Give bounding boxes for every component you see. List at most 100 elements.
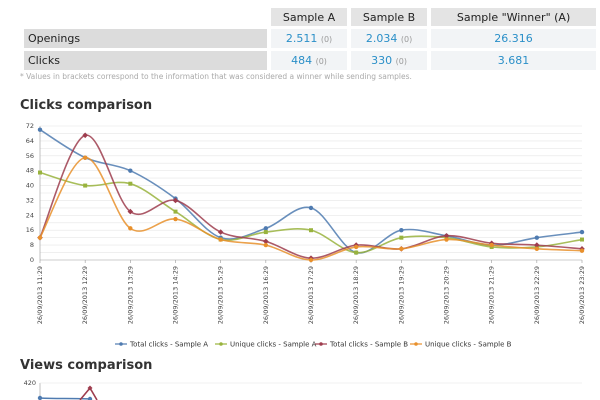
x-tick-label: 26/09/2013 22:29 [533,266,541,324]
data-point [37,235,43,240]
data-point [534,235,540,240]
x-tick-label: 26/09/2013 18:29 [352,266,360,324]
openings-sample-a-sub: (0) [320,35,333,44]
table-header-sample-a: Sample A [271,8,348,26]
x-tick-label: 26/09/2013 14:29 [172,266,180,324]
data-point [580,237,584,242]
data-point [444,237,449,242]
data-point [263,230,268,235]
x-tick-label: 26/09/2013 15:29 [217,266,225,324]
data-point [399,235,404,240]
series-line [39,171,583,254]
data-point [308,257,314,263]
data-point [263,238,269,245]
data-point [534,246,540,252]
clicks-comparison-title: Clicks comparison [20,98,153,113]
openings-sample-b-sub: (0) [400,35,413,44]
data-point [354,250,359,255]
data-point [38,170,42,175]
data-point [309,228,313,233]
data-point [489,242,494,248]
data-point [128,181,133,186]
data-point [218,237,223,242]
table-header-winner: Sample "Winner" (A) [431,8,596,26]
data-point [399,228,404,233]
openings-sample-a-value: 2.511 [285,32,318,45]
legend-swatch-marker [319,342,323,346]
y-tick-label: 40 [26,182,34,190]
table-header-row: Sample A Sample B Sample "Winner" (A) [24,8,596,26]
data-point [128,168,133,173]
data-point [173,216,178,222]
data-point [82,155,88,160]
x-tick-label: 26/09/2013 17:29 [307,266,315,324]
openings-sample-a: 2.511 (0) [271,29,348,48]
legend-swatch-marker [219,342,223,346]
legend-swatch-marker [414,342,418,346]
views-data-point [87,396,93,400]
views-data-point [37,395,43,400]
clicks-sample-a-value: 484 [291,54,313,67]
legend-label: Total clicks - Sample B [329,341,408,349]
table-row: Openings 2.511 (0) 2.034 (0) 26.316 [24,29,596,48]
table-row: Clicks 484 (0) 330 (0) 3.681 [24,51,596,70]
data-point [579,229,585,235]
x-tick-label: 26/09/2013 23:29 [578,266,586,324]
y-tick-label: 48 [26,167,34,175]
data-point [579,248,585,253]
data-point [82,132,88,139]
data-point [534,242,540,248]
footnote: * Values in brackets correspond to the i… [20,72,412,81]
series-line [39,134,583,259]
data-point [83,183,88,188]
y-tick-label: 64 [26,137,34,145]
x-tick-label: 26/09/2013 20:29 [443,266,451,324]
y-tick-label: 24 [26,211,34,219]
clicks-winner: 3.681 [431,51,596,70]
y-tick-label: 0 [30,256,34,264]
data-point [37,127,43,132]
data-point [173,209,178,214]
legend-swatch-marker [119,342,123,346]
x-tick-label: 26/09/2013 13:29 [126,266,134,324]
x-tick-label: 26/09/2013 12:29 [81,266,89,324]
y-tick-label: 56 [26,152,34,160]
data-point [263,226,269,231]
clicks-sample-b-sub: (0) [395,57,407,66]
table-header-sample-b: Sample B [351,8,428,26]
views-y-tick-label: 420 [24,379,36,387]
data-point [128,226,133,231]
legend-label: Unique clicks - Sample B [425,341,512,349]
clicks-sample-a-sub: (0) [315,57,327,66]
x-tick-label: 26/09/2013 19:29 [397,266,405,324]
data-point [308,205,314,211]
views-series-line [39,397,91,400]
data-point [217,229,224,235]
x-tick-label: 26/09/2013 11:29 [36,266,44,324]
y-tick-label: 8 [30,241,34,249]
openings-sample-b-value: 2.034 [365,32,398,45]
y-tick-label: 16 [26,226,34,234]
data-point [443,233,450,239]
x-tick-label: 26/09/2013 21:29 [488,266,496,324]
views-data-point [87,385,93,391]
clicks-sample-a: 484 (0) [271,51,348,70]
legend-label: Unique clicks - Sample A [230,341,317,349]
data-point [399,246,404,252]
clicks-sample-b: 330 (0) [351,51,428,70]
clicks-sample-b-value: 330 [371,54,393,67]
stats-table: Sample A Sample B Sample "Winner" (A) Op… [20,5,600,73]
y-tick-label: 72 [26,122,34,130]
row-label-clicks: Clicks [24,51,267,70]
views-comparison-title: Views comparison [20,358,153,373]
openings-sample-b: 2.034 (0) [351,29,428,48]
row-label-openings: Openings [24,29,267,48]
x-tick-label: 26/09/2013 16:29 [262,266,270,324]
y-tick-label: 32 [26,196,34,204]
data-point [172,197,179,204]
data-point [127,208,134,215]
legend-label: Total clicks - Sample A [129,341,208,349]
data-point [263,242,269,248]
openings-winner: 26.316 [431,29,596,48]
